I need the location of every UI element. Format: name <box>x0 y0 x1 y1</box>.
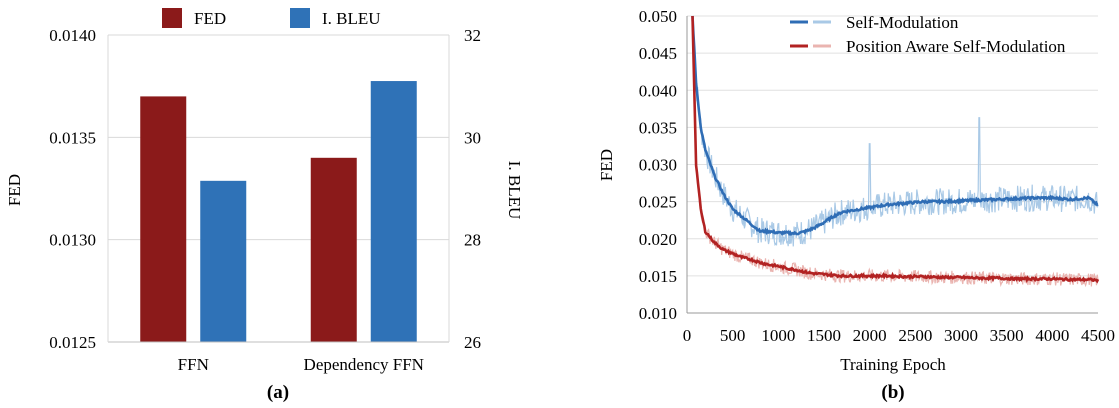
y-tick-label: 0.050 <box>639 7 677 26</box>
panel-a-caption-label: (a) <box>267 382 289 403</box>
x-tick-label: 0 <box>683 326 692 345</box>
y2-tick-label: 32 <box>464 26 481 45</box>
bar-i-bleu-0 <box>200 180 247 342</box>
legend-label: I. BLEU <box>322 9 381 28</box>
y-tick-label: 0.040 <box>639 81 677 100</box>
y2-tick-label: 30 <box>464 128 481 147</box>
bar-fed-0 <box>140 96 187 343</box>
x-tick-label: 1500 <box>807 326 841 345</box>
panel-a-legend: FED I. BLEU <box>162 8 381 28</box>
y-tick-label: 0.045 <box>639 44 677 63</box>
legend-swatch <box>162 8 182 28</box>
panel-b-gridlines <box>687 15 1098 314</box>
x-tick-label: 2000 <box>853 326 887 345</box>
panel-a-secondary-y-axis-label: I. BLEU <box>505 161 524 220</box>
y-tick-label: 0.035 <box>639 118 677 137</box>
panel-a-bars <box>140 81 417 343</box>
panel-a-axes <box>107 35 450 343</box>
x-tick-label: 3500 <box>990 326 1024 345</box>
y-tick-label: 0.0135 <box>49 128 96 147</box>
series-raw-position-aware-self-modulation <box>691 18 1099 288</box>
panel-b-y-axis-label: FED <box>597 149 616 181</box>
x-tick-label: 1000 <box>761 326 795 345</box>
legend-label: FED <box>194 9 226 28</box>
x-tick-label: 4000 <box>1035 326 1069 345</box>
x-tick-label: Dependency FFN <box>304 355 424 374</box>
x-tick-label: 500 <box>720 326 746 345</box>
y-tick-label: 0.010 <box>639 304 677 323</box>
x-tick-label: 2500 <box>898 326 932 345</box>
y-tick-label: 0.0130 <box>49 231 96 250</box>
legend-label: Position Aware Self-Modulation <box>846 37 1066 56</box>
y-tick-label: 0.020 <box>639 230 677 249</box>
panel-a-bar-chart: 0.0125 0.0130 0.0135 0.0140 26 28 30 32 FFN Depen… <box>5 8 524 403</box>
bar-fed-1 <box>310 157 357 342</box>
y-tick-label: 0.030 <box>639 156 677 175</box>
panel-b-series-lines <box>691 15 1100 288</box>
panel-b-line-chart: 0.010 0.015 0.020 0.025 0.030 0.035 0.040 0.045… <box>597 7 1115 403</box>
bar-i-bleu-1 <box>370 81 417 343</box>
panel-b-axes <box>686 16 1098 314</box>
y-tick-label: 0.025 <box>639 193 677 212</box>
x-tick-label: 3000 <box>944 326 978 345</box>
y2-tick-label: 26 <box>464 333 481 352</box>
y-tick-label: 0.015 <box>639 267 677 286</box>
panel-b-caption-label: (b) <box>881 382 904 403</box>
y-tick-label: 0.0140 <box>49 26 96 45</box>
panel-a-y-axis-label: FED <box>5 174 24 206</box>
legend-label: Self-Modulation <box>846 13 959 32</box>
panel-b-tick-labels: 0.010 0.015 0.020 0.025 0.030 0.035 0.040 0.045… <box>639 7 1115 345</box>
y2-tick-label: 28 <box>464 231 481 250</box>
x-tick-label: 4500 <box>1081 326 1115 345</box>
series-smoothed-position-aware-self-modulation <box>691 15 1100 284</box>
legend-swatch <box>290 8 310 28</box>
panel-b-legend: Self-Modulation Position Aware Self-Modul… <box>790 13 1066 56</box>
y-tick-label: 0.0125 <box>49 333 96 352</box>
x-tick-label: FFN <box>178 355 209 374</box>
panel-a-tick-labels: 0.0125 0.0130 0.0135 0.0140 26 28 30 32 FFN Depen… <box>49 26 481 374</box>
panel-b-x-axis-label: Training Epoch <box>840 355 946 374</box>
series-smoothed-self-modulation <box>691 15 1099 237</box>
